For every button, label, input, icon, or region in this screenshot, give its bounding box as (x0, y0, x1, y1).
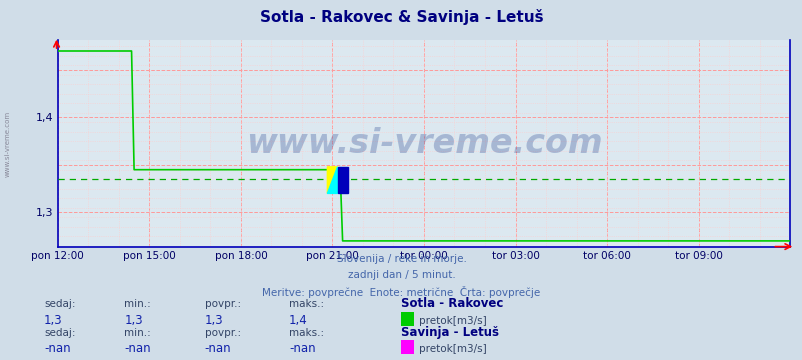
Text: www.si-vreme.com: www.si-vreme.com (5, 111, 11, 177)
Text: povpr.:: povpr.: (205, 299, 241, 309)
Text: www.si-vreme.com: www.si-vreme.com (245, 127, 602, 159)
Polygon shape (327, 167, 337, 193)
Polygon shape (327, 167, 337, 193)
Text: Savinja - Letuš: Savinja - Letuš (401, 325, 499, 338)
Text: -nan: -nan (205, 342, 231, 355)
Text: 1,3: 1,3 (124, 314, 143, 327)
Text: pretok[m3/s]: pretok[m3/s] (419, 316, 486, 326)
Text: maks.:: maks.: (289, 328, 324, 338)
Text: Slovenija / reke in morje.: Slovenija / reke in morje. (336, 254, 466, 264)
Text: min.:: min.: (124, 299, 151, 309)
Text: 1,3: 1,3 (205, 314, 223, 327)
Text: maks.:: maks.: (289, 299, 324, 309)
Text: sedaj:: sedaj: (44, 299, 75, 309)
Text: Meritve: povprečne  Enote: metrične  Črta: povprečje: Meritve: povprečne Enote: metrične Črta:… (262, 286, 540, 298)
Text: min.:: min.: (124, 328, 151, 338)
Text: zadnji dan / 5 minut.: zadnji dan / 5 minut. (347, 270, 455, 280)
Text: -nan: -nan (44, 342, 71, 355)
Text: Sotla - Rakovec & Savinja - Letuš: Sotla - Rakovec & Savinja - Letuš (259, 9, 543, 25)
Text: povpr.:: povpr.: (205, 328, 241, 338)
Bar (337, 167, 347, 193)
Text: -nan: -nan (289, 342, 315, 355)
Text: 1,4: 1,4 (289, 314, 307, 327)
Text: sedaj:: sedaj: (44, 328, 75, 338)
Text: 1,3: 1,3 (44, 314, 63, 327)
Text: pretok[m3/s]: pretok[m3/s] (419, 344, 486, 354)
Text: -nan: -nan (124, 342, 151, 355)
Text: Sotla - Rakovec: Sotla - Rakovec (401, 297, 503, 310)
